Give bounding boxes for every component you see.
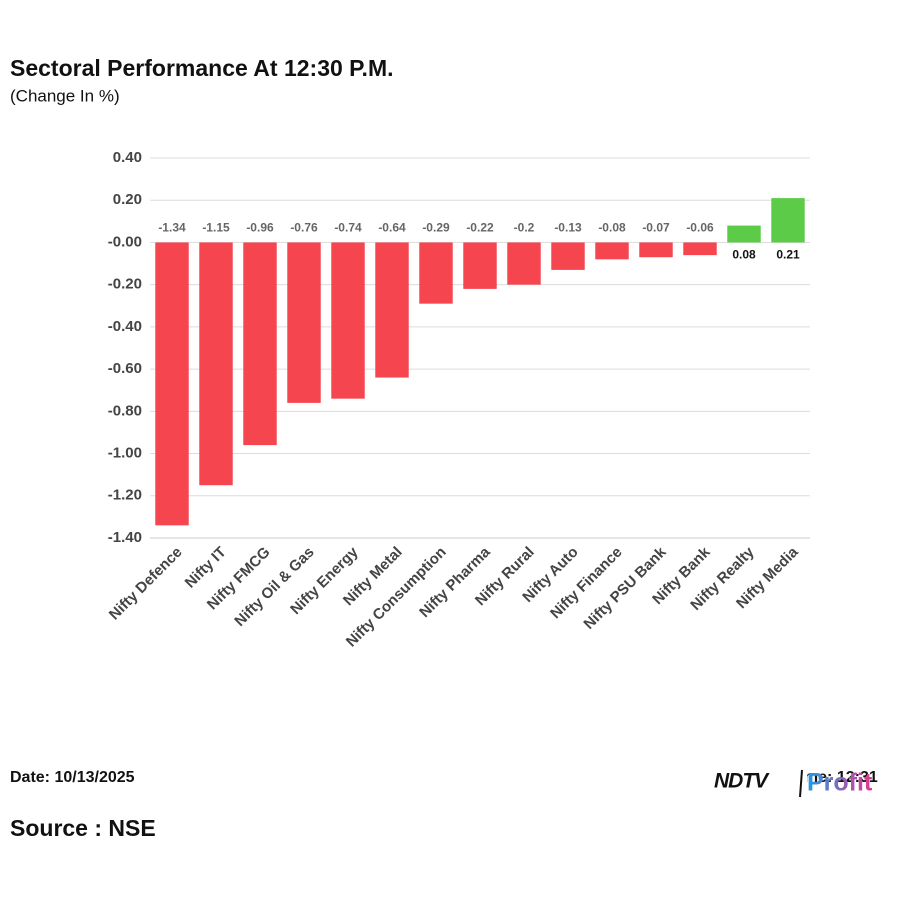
value-label: -0.64 [378,221,406,235]
bar [287,242,321,403]
value-label: 0.21 [776,248,800,262]
bar [727,225,761,243]
bar [683,242,717,256]
chart-subtitle: (Change In %) [10,86,120,105]
chart-title: Sectoral Performance At 12:30 P.M. [10,55,394,81]
bar [199,242,233,486]
bar [375,242,409,378]
y-tick-label: -1.20 [108,487,142,504]
bar [551,242,585,270]
bar [639,242,673,258]
value-label: -0.08 [598,221,626,235]
x-tick-label: Nifty Defence [106,544,186,624]
value-label: -0.07 [642,221,670,235]
bar [419,242,453,304]
y-tick-label: -0.60 [108,360,142,377]
time: Time: 12:31 [790,769,878,786]
logo-profit: Profit [807,769,873,797]
y-tick-label: -1.40 [108,529,142,546]
bar [507,242,541,285]
y-tick-label: -0.40 [108,318,142,335]
bar [243,242,277,446]
bar [463,242,497,289]
y-tick-label: -0.20 [108,276,142,293]
value-label: -0.22 [466,221,494,235]
date: Date: 10/13/2025 [10,769,135,786]
value-label: -0.29 [422,221,450,235]
y-tick-label: -0.00 [108,233,142,250]
value-label: 0.08 [732,248,756,262]
bar [155,242,189,526]
value-label: -0.13 [554,221,582,235]
logo-bg [712,766,807,792]
value-label: -1.34 [158,221,186,235]
logo-divider [799,769,803,798]
value-label: -0.76 [290,221,318,235]
bar [595,242,629,260]
bar [771,198,805,243]
y-tick-label: 0.40 [113,149,142,166]
value-label: -0.2 [514,221,535,235]
source: Source : NSE [10,815,156,841]
value-label: -0.96 [246,221,274,235]
value-label: -0.06 [686,221,714,235]
bar [331,242,365,399]
logo-ndtv: NDTV [714,770,770,793]
value-label: -0.74 [334,221,362,235]
y-tick-label: 0.20 [113,191,142,208]
value-label: -1.15 [202,221,230,235]
y-tick-label: -1.00 [108,445,142,462]
x-tick-label: Nifty Oil & Gas [231,544,317,630]
y-tick-label: -0.80 [108,402,142,419]
